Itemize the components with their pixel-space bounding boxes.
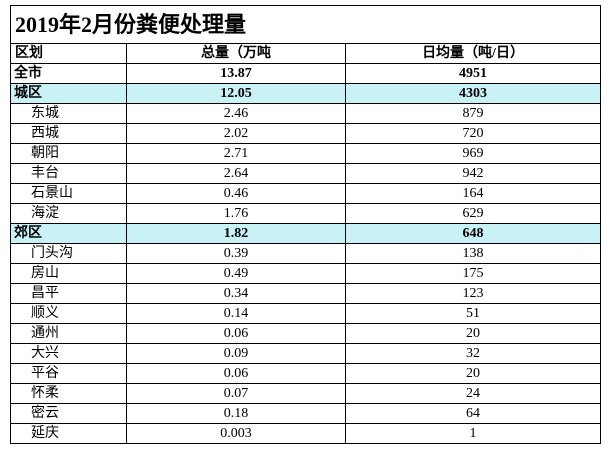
value-cell: 1 bbox=[344, 423, 602, 444]
header-cell: 日均量（吨/日） bbox=[344, 43, 602, 64]
value-cell: 0.06 bbox=[126, 323, 346, 344]
value-cell: 1.76 bbox=[126, 203, 346, 224]
value-cell: 720 bbox=[344, 123, 602, 144]
value-cell: 13.87 bbox=[126, 63, 346, 84]
table-row: 全市 13.87 4951 bbox=[10, 63, 602, 84]
region-cell: 平谷 bbox=[10, 363, 127, 384]
region-cell: 通州 bbox=[10, 323, 127, 344]
region-cell: 密云 bbox=[10, 403, 127, 424]
region-cell: 朝阳 bbox=[10, 143, 127, 164]
value-cell: 942 bbox=[344, 163, 602, 184]
region-cell: 昌平 bbox=[10, 283, 127, 304]
value-cell: 2.64 bbox=[126, 163, 346, 184]
region-cell: 西城 bbox=[10, 123, 127, 144]
table-row: 门头沟 0.39 138 bbox=[10, 243, 602, 264]
region-cell: 顺义 bbox=[10, 303, 127, 324]
table-row: 东城 2.46 879 bbox=[10, 103, 602, 124]
value-cell: 969 bbox=[344, 143, 602, 164]
value-cell: 0.003 bbox=[126, 423, 346, 444]
value-cell: 4303 bbox=[344, 83, 602, 104]
region-cell: 延庆 bbox=[10, 423, 127, 444]
value-cell: 20 bbox=[344, 323, 602, 344]
value-cell: 2.02 bbox=[126, 123, 346, 144]
value-cell: 0.49 bbox=[126, 263, 346, 284]
value-cell: 0.14 bbox=[126, 303, 346, 324]
value-cell: 0.34 bbox=[126, 283, 346, 304]
value-cell: 0.06 bbox=[126, 363, 346, 384]
value-cell: 24 bbox=[344, 383, 602, 404]
table-row: 朝阳 2.71 969 bbox=[10, 143, 602, 164]
region-cell: 城区 bbox=[10, 83, 127, 104]
table-row: 大兴 0.09 32 bbox=[10, 343, 602, 364]
table-row: 顺义 0.14 51 bbox=[10, 303, 602, 324]
region-cell: 怀柔 bbox=[10, 383, 127, 404]
value-cell: 123 bbox=[344, 283, 602, 304]
region-cell: 大兴 bbox=[10, 343, 127, 364]
region-cell: 房山 bbox=[10, 263, 127, 284]
table-row: 通州 0.06 20 bbox=[10, 323, 602, 344]
value-cell: 0.18 bbox=[126, 403, 346, 424]
table-row: 怀柔 0.07 24 bbox=[10, 383, 602, 404]
title-row: 2019年2月份粪便处理量 bbox=[9, 5, 602, 44]
table-row: 海淀 1.76 629 bbox=[10, 203, 602, 224]
region-cell: 海淀 bbox=[10, 203, 127, 224]
region-cell: 石景山 bbox=[10, 183, 127, 204]
header-cell: 总量（万吨 bbox=[126, 43, 346, 64]
value-cell: 2.46 bbox=[126, 103, 346, 124]
table-row: 城区 12.05 4303 bbox=[10, 83, 602, 104]
header-cell: 区划 bbox=[10, 43, 127, 64]
value-cell: 51 bbox=[344, 303, 602, 324]
table-title: 2019年2月份粪便处理量 bbox=[9, 5, 602, 44]
value-cell: 138 bbox=[344, 243, 602, 264]
table-row: 西城 2.02 720 bbox=[10, 123, 602, 144]
value-cell: 4951 bbox=[344, 63, 602, 84]
value-cell: 64 bbox=[344, 403, 602, 424]
region-cell: 丰台 bbox=[10, 163, 127, 184]
table-row: 郊区 1.82 648 bbox=[10, 223, 602, 244]
value-cell: 2.71 bbox=[126, 143, 346, 164]
value-cell: 648 bbox=[344, 223, 602, 244]
value-cell: 12.05 bbox=[126, 83, 346, 104]
value-cell: 175 bbox=[344, 263, 602, 284]
data-table: 2019年2月份粪便处理量 区划 总量（万吨 日均量（吨/日） 全市 13.87 495… bbox=[9, 5, 602, 444]
value-cell: 0.39 bbox=[126, 243, 346, 264]
region-cell: 门头沟 bbox=[10, 243, 127, 264]
value-cell: 164 bbox=[344, 183, 602, 204]
table-row: 昌平 0.34 123 bbox=[10, 283, 602, 304]
table-row: 延庆 0.003 1 bbox=[10, 423, 602, 444]
value-cell: 879 bbox=[344, 103, 602, 124]
header-row: 区划 总量（万吨 日均量（吨/日） bbox=[10, 43, 602, 64]
value-cell: 20 bbox=[344, 363, 602, 384]
value-cell: 629 bbox=[344, 203, 602, 224]
value-cell: 0.46 bbox=[126, 183, 346, 204]
table-row: 密云 0.18 64 bbox=[10, 403, 602, 424]
value-cell: 0.09 bbox=[126, 343, 346, 364]
value-cell: 1.82 bbox=[126, 223, 346, 244]
table-wrap: 2019年2月份粪便处理量 区划 总量（万吨 日均量（吨/日） 全市 13.87 495… bbox=[9, 5, 602, 444]
table-row: 房山 0.49 175 bbox=[10, 263, 602, 284]
region-cell: 全市 bbox=[10, 63, 127, 84]
table-row: 平谷 0.06 20 bbox=[10, 363, 602, 384]
value-cell: 32 bbox=[344, 343, 602, 364]
table-body: 全市 13.87 4951 城区 12.05 4303 东城 2.46 879 西城 2.02 720… bbox=[10, 63, 602, 444]
table-row: 石景山 0.46 164 bbox=[10, 183, 602, 204]
table-row: 丰台 2.64 942 bbox=[10, 163, 602, 184]
value-cell: 0.07 bbox=[126, 383, 346, 404]
region-cell: 东城 bbox=[10, 103, 127, 124]
region-cell: 郊区 bbox=[10, 223, 127, 244]
